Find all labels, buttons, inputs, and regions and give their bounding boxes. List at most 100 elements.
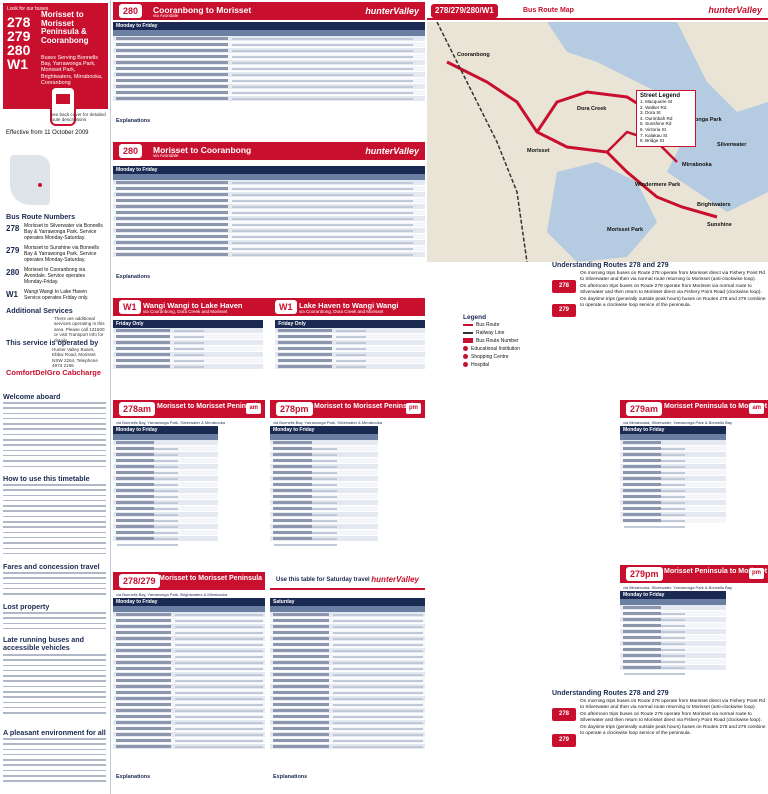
panel-title: Morisset Peninsula to Morisset xyxy=(664,403,768,410)
map-label-dora-creek: Dora Creek xyxy=(577,106,607,112)
panel-title: Cooranbong to Morisset xyxy=(153,5,252,15)
map-label-morisset-park: Morisset Park xyxy=(607,227,644,233)
legend-shopping: Shopping Centre xyxy=(463,353,549,361)
panel-title: Morisset to Morisset Peninsula xyxy=(159,575,263,582)
w1-right-grid: Friday Only xyxy=(275,320,425,380)
welcome-text xyxy=(3,402,106,471)
legend-bus-route: Bus Route xyxy=(463,321,549,329)
street-item: 3. Dora St xyxy=(640,110,661,116)
hero-route-w1: W1 xyxy=(7,56,28,72)
legend-title: Legend xyxy=(463,314,487,321)
day-header: Monday to Friday xyxy=(620,426,726,434)
timetable-saturday: Use this table for Saturday travel hunte… xyxy=(270,572,425,792)
map-label-yarrawonga-park: Yarrawonga Park xyxy=(677,117,722,123)
late-running-text xyxy=(3,654,106,718)
route-pill: 278pm xyxy=(276,402,313,416)
understanding-routes-bottom: Understanding Routes 278 and 279 On morn… xyxy=(552,690,768,737)
map-label-brightwaters: Brightwaters xyxy=(697,202,731,208)
timetable-280-to-morisset: 280 Cooranbong to Morisset via Avondale … xyxy=(113,2,425,137)
additional-services-text: There are additional services operating … xyxy=(54,316,105,343)
legend-label: Railway Line xyxy=(476,330,505,336)
howto-heading: How to use this timetable xyxy=(3,474,90,483)
route-278-tag: 278 xyxy=(552,708,576,721)
map-label-morisset: Morisset xyxy=(527,148,550,154)
timetable-279am: 279am Morisset Peninsula to Morisset am … xyxy=(620,400,768,568)
pm-tag: pm xyxy=(749,568,764,579)
street-item: 7. Kalakau St xyxy=(640,132,668,138)
panel-title: Morisset to Cooranbong xyxy=(153,145,252,155)
street-legend: Street Legend 1. Macquarie St 2. Walker … xyxy=(636,90,696,147)
route-pill: 279am xyxy=(626,402,663,416)
lost-property-text xyxy=(3,612,106,633)
timetable-grid: Monday to Friday xyxy=(270,426,378,556)
timetable-279pm: 279pm Morisset Peninsula to Morisset pm … xyxy=(620,565,768,683)
map-legend: Legend Bus Route Railway Line Bus Route … xyxy=(463,314,549,370)
map-label-sunshine: Sunshine xyxy=(707,222,732,228)
hero-route-279: 279 xyxy=(7,28,31,44)
street-item: 1. Macquarie St xyxy=(640,99,673,104)
bus-icon xyxy=(50,86,76,126)
day-header: Monday to Friday xyxy=(113,598,265,606)
saturday-title: Use this table for Saturday travel xyxy=(276,577,370,583)
map-graphic xyxy=(427,22,768,262)
panel-header: 278am Morisset to Morisset Peninsula am xyxy=(113,400,265,418)
explanations-label: Explanations xyxy=(273,774,308,780)
route-desc: Morisset to Sunshine via Bonnells Bay & … xyxy=(24,245,100,263)
w1-left-header: W1 Wangi Wangi to Lake Haven via Cooranb… xyxy=(113,298,269,316)
w1-left-title: Wangi Wangi to Lake Haven xyxy=(143,301,243,310)
day-header: Monday to Friday xyxy=(113,426,218,434)
understanding-p1: On morning trips buses on Route 278 oper… xyxy=(580,271,766,282)
map-title: Bus Route Map xyxy=(523,7,574,14)
timetable-grid: Monday to Friday xyxy=(113,22,425,117)
effective-date: Effective from 11 October 2009 xyxy=(6,130,89,136)
route-row-278: 278 Morisset to Silverwater via Bonnells … xyxy=(6,223,106,241)
late-running-heading: Late running buses and accessible vehicl… xyxy=(3,635,85,652)
street-item: 6. Victoria St xyxy=(640,126,666,132)
route-desc: Morisset to Silverwater via Bonnells Bay… xyxy=(24,223,103,241)
timetable-grid: Monday to Friday xyxy=(113,598,265,772)
route-row-w1: W1 Wangi Wangi to Lake Haven Service oper… xyxy=(6,289,106,302)
understanding-p3: On daytime trips (generally outside peak… xyxy=(580,725,766,736)
explanations-label: Explanations xyxy=(116,274,151,280)
panel-subtitle: via Mirrabooka, Silverwater, Yarrawonga … xyxy=(623,585,733,590)
cover-sidebar: Look for our buses 278 279 280 W1 Moriss… xyxy=(0,0,111,794)
panel-title: Morisset to Morisset Peninsula xyxy=(157,403,261,410)
route-row-279: 279 Morisset to Sunshine via Bonnells Bay… xyxy=(6,245,106,263)
hunter-valley-logo: hunterValley xyxy=(365,6,419,16)
legend-railway: Railway Line xyxy=(463,329,549,337)
panel-header: 279pm Morisset Peninsula to Morisset pm xyxy=(620,565,768,583)
map-label-windermere-park: Windermere Park xyxy=(635,182,681,188)
understanding-heading: Understanding Routes 278 and 279 xyxy=(552,690,669,697)
hero-note: See back cover for detailed route descri… xyxy=(50,112,106,123)
map-label-silverwater: Silverwater xyxy=(717,142,747,148)
legend-education: Educational Institution xyxy=(463,345,549,353)
understanding-p2: On afternoon trips buses on Route 279 op… xyxy=(580,712,762,723)
panel-title: Morisset Peninsula to Morisset xyxy=(664,568,768,575)
understanding-p3: On daytime trips (generally outside peak… xyxy=(580,297,766,308)
timetable-278am: 278am Morisset to Morisset Peninsula am … xyxy=(113,400,265,568)
hunter-valley-logo: hunterValley xyxy=(365,146,419,156)
timetable-grid: Monday to Friday xyxy=(113,426,218,556)
panel-subtitle: via Avondale xyxy=(153,153,179,158)
timetable-grid: Monday to Friday xyxy=(620,426,726,536)
map-header: 278/279/280/W1 Bus Route Map hunterValle… xyxy=(427,2,768,20)
route-pill: W1 xyxy=(275,300,297,314)
panel-subtitle: via Mirrabooka, Silverwater, Yarrawonga … xyxy=(623,420,733,425)
panel-title: Morisset to Morisset Peninsula xyxy=(314,403,418,410)
legend-label: Shopping Centre xyxy=(471,354,509,360)
day-header: Monday to Friday xyxy=(270,426,378,434)
w1-left-subtitle: via Cooranbong, Dora Creek and Morisset xyxy=(143,309,228,314)
understanding-p2: On afternoon trips buses on Route 279 op… xyxy=(580,284,762,295)
panel-header: 278/279 Morisset to Morisset Peninsula xyxy=(113,572,265,590)
am-tag: am xyxy=(246,403,261,414)
explanations-label: Explanations xyxy=(116,774,151,780)
map-label-cooranbong: Cooranbong xyxy=(457,52,490,58)
legend-label: Bus Route Number xyxy=(476,338,519,344)
hunter-valley-logo: hunterValley xyxy=(371,575,419,584)
timetable-grid: Monday to Friday xyxy=(620,591,726,681)
day-header: Friday Only xyxy=(275,320,425,328)
route-num: W1 xyxy=(6,290,18,299)
route-desc: Wangi Wangi to Lake Haven Service operat… xyxy=(24,289,89,301)
street-item: 4. Ourimbah Rd xyxy=(640,115,673,121)
route-pill: 279pm xyxy=(626,567,663,581)
